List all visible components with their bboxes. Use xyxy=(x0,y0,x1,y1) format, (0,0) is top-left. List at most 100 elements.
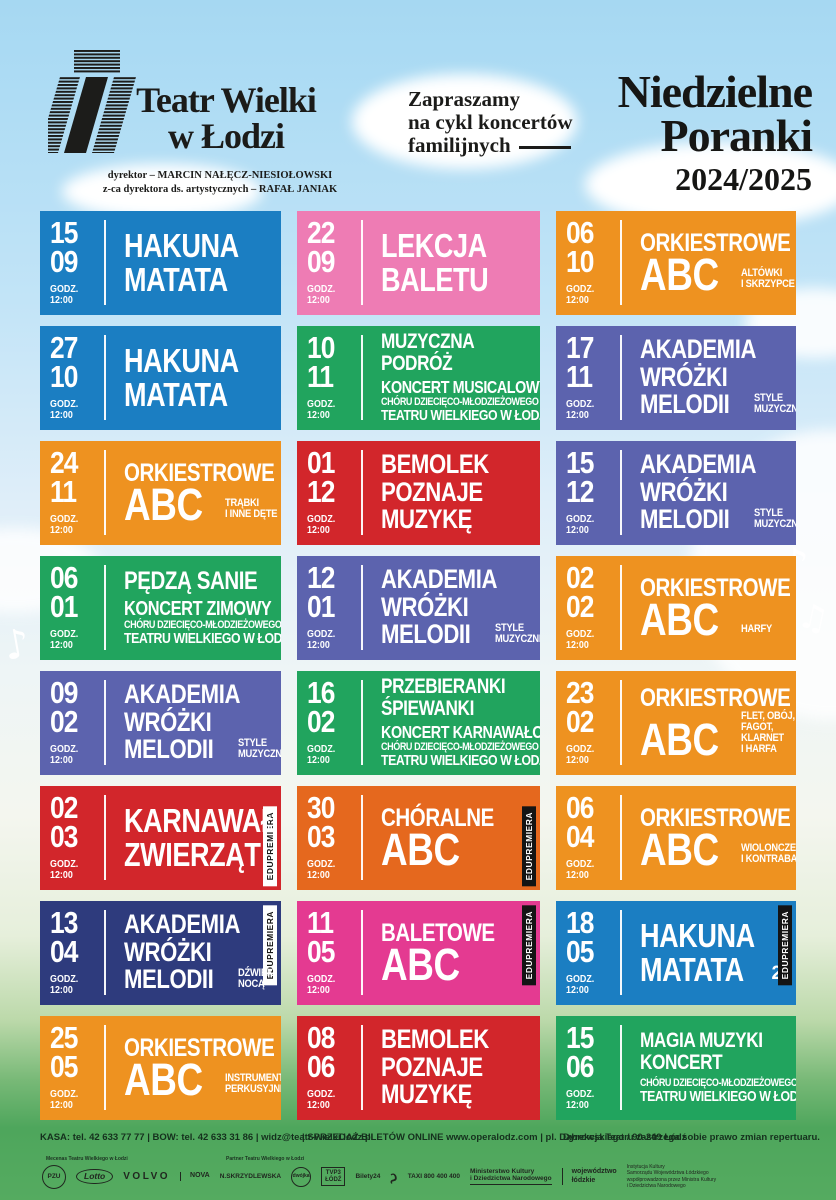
institution-note: Instytucja Kultury Samorządu Województwa… xyxy=(626,1164,717,1189)
season-title-line2: Poranki xyxy=(660,109,813,161)
date-divider xyxy=(104,795,106,880)
event-month: 01 xyxy=(50,588,78,624)
event-title-line: ORKIESTROWE xyxy=(640,683,791,712)
event-title-line: MELODII xyxy=(124,734,214,765)
time-value: 12:00 xyxy=(566,983,589,996)
event-title-row: ZWIERZĄT xyxy=(124,837,273,872)
event-month: 12 xyxy=(566,473,594,509)
event-title-row: BEMOLEK xyxy=(381,451,532,479)
volvo-logo: VOLVO xyxy=(123,1170,171,1182)
event-title: CHÓRALNE ABC xyxy=(381,794,532,881)
event-month: 01 xyxy=(307,588,335,624)
event-title-row: BALETOWE xyxy=(381,920,532,947)
event-title-line: TEATRU WIELKIEGO W ŁODZI xyxy=(640,1088,796,1106)
event-day: 02 xyxy=(50,790,78,825)
event-title-row: KONCERT KARNAWAŁOWY xyxy=(381,723,540,742)
event-title-row: MUZYKĘ xyxy=(381,1081,532,1109)
event-date: 18 05 GODZ. 12:00 xyxy=(566,907,616,996)
time-label: GODZ. xyxy=(307,742,336,755)
event-title-row: MELODII DŹWIĘKI NOCĄ xyxy=(124,966,276,994)
event-title-line: MELODII xyxy=(640,389,730,420)
swan-icon: ς xyxy=(390,1168,398,1185)
time-label: GODZ. xyxy=(566,857,595,870)
mecenas-label: Mecenas Teatru Wielkiego w Łodzi xyxy=(46,1156,128,1162)
event-date: 16 02 GODZ. 12:00 xyxy=(307,675,357,766)
event-tile: 10 11 GODZ. 12:00 MUZYCZNA PODRÓŻ KONCERT … xyxy=(297,326,540,430)
time-value: 12:00 xyxy=(307,983,330,996)
taxi-logo: TAXI 800 400 400 xyxy=(407,1172,460,1180)
time-label: GODZ. xyxy=(307,512,336,525)
event-title: ORKIESTROWE ABC HARFY xyxy=(640,564,791,651)
event-tile: EDUPREMIERA 02 03 GODZ. 12:00 KARNAWAŁ ZW… xyxy=(40,786,281,890)
season-title: Niedzielne Poranki 2024/2025 xyxy=(617,66,813,198)
event-title: MUZYCZNA PODRÓŻ KONCERT MUSICALOWY CHÓRU DZ… xyxy=(381,330,540,424)
season-title-line1: Niedzielne xyxy=(617,66,813,117)
event-title-line: MUZYCZNA xyxy=(381,330,475,354)
time-value: 12:00 xyxy=(566,1098,589,1111)
time-label: GODZ. xyxy=(566,512,595,525)
event-tile: 06 10 GODZ. 12:00 ORKIESTROWE ABC ALTÓWKI I… xyxy=(556,211,796,315)
deputy-director-line: z-ca dyrektora ds. artystycznych – RAFAŁ… xyxy=(102,184,338,196)
event-month: 05 xyxy=(50,1048,78,1084)
event-day: 10 xyxy=(307,330,335,365)
event-month: 05 xyxy=(566,933,594,969)
time-label: GODZ. xyxy=(307,857,336,870)
event-title: HAKUNA MATATA 2 xyxy=(640,909,788,996)
date-divider xyxy=(361,565,363,650)
edupremiera-badge: EDUPREMIERA xyxy=(778,905,792,986)
date-divider xyxy=(620,680,622,765)
date-divider xyxy=(620,220,622,305)
time-value: 12:00 xyxy=(566,753,589,766)
event-title-line: PĘDZĄ SANIE xyxy=(124,566,258,595)
event-title: BEMOLEK POZNAJE MUZYKĘ xyxy=(381,449,532,536)
event-date: 24 11 GODZ. 12:00 xyxy=(50,447,100,536)
time-label: GODZ. xyxy=(566,742,595,755)
time-label: GODZ. xyxy=(566,972,595,985)
time-value: 12:00 xyxy=(50,983,73,996)
event-title-line: ORKIESTROWE xyxy=(124,458,275,487)
nova-logo: NOVA xyxy=(180,1172,210,1181)
event-date: 02 02 GODZ. 12:00 xyxy=(566,562,616,651)
time-label: GODZ. xyxy=(566,627,595,640)
event-title-line: TEATRU WIELKIEGO W ŁODZI xyxy=(381,752,540,770)
event-title-line: KONCERT xyxy=(640,1050,723,1074)
time-label: GODZ. xyxy=(566,282,595,295)
time-value: 12:00 xyxy=(307,408,330,421)
time-value: 12:00 xyxy=(566,868,589,881)
event-day: 09 xyxy=(50,675,78,710)
event-date: 17 11 GODZ. 12:00 xyxy=(566,330,616,421)
event-title-row: ABC ALTÓWKI I SKRZYPCE xyxy=(640,252,795,297)
event-time: GODZ. 12:00 xyxy=(307,397,350,421)
event-month: 03 xyxy=(50,818,78,854)
time-value: 12:00 xyxy=(50,753,73,766)
event-title: ORKIESTROWE ABC TRĄBKI I INNE DĘTE xyxy=(124,449,278,536)
time-value: 12:00 xyxy=(50,868,73,881)
event-date: 15 09 GODZ. 12:00 xyxy=(50,217,100,306)
event-month: 02 xyxy=(566,703,594,739)
event-date: 30 03 GODZ. 12:00 xyxy=(307,792,357,881)
event-month: 04 xyxy=(50,933,78,969)
event-month: 03 xyxy=(307,818,335,854)
event-title-line: AKADEMIA xyxy=(640,449,757,480)
mkidn-logo: Ministerstwo Kultury i Dziedzictwa Narod… xyxy=(469,1168,552,1186)
event-day: 17 xyxy=(566,330,594,365)
event-title-line: WRÓŻKI xyxy=(640,361,728,392)
event-title-line: ABC xyxy=(381,824,460,876)
time-label: GODZ. xyxy=(307,397,336,410)
event-subtitle: ALTÓWKI I SKRZYPCE xyxy=(741,267,795,291)
event-time: GODZ. 12:00 xyxy=(50,1088,93,1111)
event-title: BEMOLEK POZNAJE MUZYKĘ xyxy=(381,1024,532,1111)
event-title-row: ABC xyxy=(381,942,532,987)
theatre-name-line1: Teatr Wielki xyxy=(136,80,317,120)
event-title-row: ABC TRĄBKI I INNE DĘTE xyxy=(124,479,278,531)
event-day: 16 xyxy=(307,675,335,710)
cloud xyxy=(62,164,262,219)
event-title-line: ORKIESTROWE xyxy=(640,228,791,257)
event-title-line: ABC xyxy=(124,479,203,531)
